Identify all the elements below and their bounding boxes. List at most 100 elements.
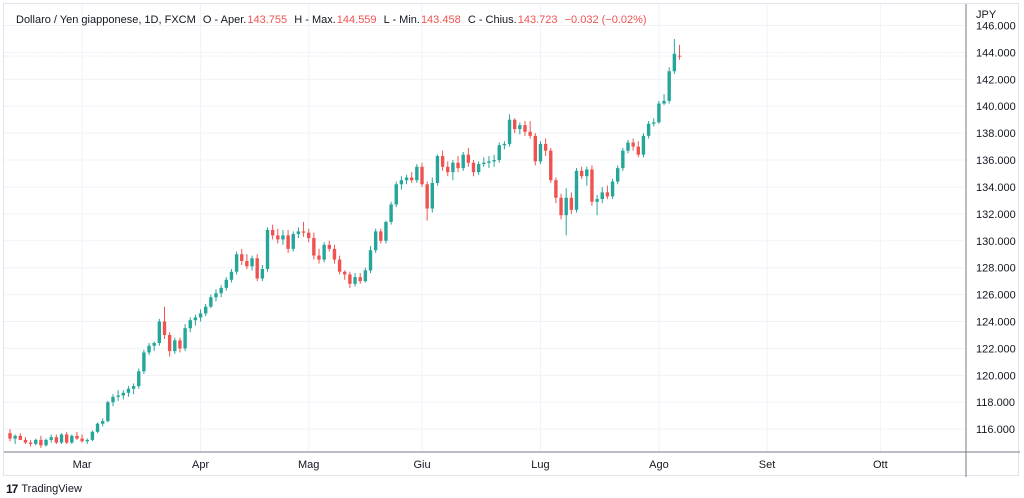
candle-body-up: [667, 71, 671, 101]
candle-body-up: [322, 244, 326, 260]
candle-body-up: [142, 352, 146, 372]
x-tick-label: Ott: [873, 459, 888, 471]
y-tick-label: 130.000: [976, 236, 1016, 248]
candle-body-down: [167, 334, 172, 352]
candle-body-down: [8, 433, 12, 439]
candle-body-down: [410, 177, 414, 181]
tradingview-logo-icon[interactable]: 17: [6, 482, 18, 496]
candle-body-down: [162, 321, 167, 335]
candle-body-up: [173, 340, 177, 352]
candle-body-down: [513, 119, 517, 130]
candle-body-up: [106, 402, 110, 422]
candle-body-up: [116, 395, 120, 397]
candle-body-down: [358, 277, 362, 282]
chart-frame[interactable]: 116.000 118.000 120.000 122.000 124.000 126.0…: [3, 3, 1020, 477]
candle-body-up: [368, 250, 373, 271]
candle-body-up: [435, 156, 440, 183]
candle-body-down: [379, 231, 383, 241]
candle-body-down: [523, 125, 527, 132]
candle-body-up: [389, 204, 393, 222]
candle-body-down: [569, 197, 574, 210]
x-tick-label: Mag: [298, 459, 319, 471]
y-tick-label: 128.000: [976, 263, 1016, 275]
candle-body-up: [657, 103, 661, 123]
candle-body-down: [456, 162, 460, 169]
candle-body-down: [301, 231, 306, 233]
candle-body-down: [677, 55, 682, 57]
candle-body-down: [23, 439, 28, 443]
candle-body-up: [585, 169, 589, 177]
candle-body-down: [446, 166, 450, 173]
candle-body-up: [384, 221, 388, 241]
legend-close-value: 143.723: [517, 14, 558, 26]
candle-body-up: [415, 166, 419, 181]
legend-high-value: 144.559: [336, 14, 377, 26]
x-tick-label: Lug: [531, 459, 549, 471]
legend-low-label: L - Min.: [383, 14, 420, 26]
candle-body-up: [188, 320, 192, 329]
tradingview-brand[interactable]: TradingView: [21, 483, 82, 495]
candle-body-down: [64, 434, 69, 443]
candle-body-up: [430, 182, 434, 209]
y-tick-label: 138.000: [976, 128, 1016, 140]
candle-body-up: [121, 392, 125, 396]
candle-body-up: [574, 170, 579, 210]
candle-body-down: [312, 238, 316, 256]
y-tick-label: 134.000: [976, 182, 1016, 194]
legend-open-value: 143.755: [247, 14, 288, 26]
candle-body-up: [600, 192, 604, 200]
candle-body-up: [204, 306, 208, 314]
candle-body-down: [636, 146, 640, 155]
x-tick-label: Apr: [192, 459, 209, 471]
candle-body-up: [497, 145, 501, 161]
candle-body-down: [337, 259, 342, 272]
candle-body-down: [270, 230, 275, 236]
candle-body-up: [451, 162, 455, 173]
candle-body-down: [54, 437, 59, 443]
candle-body-down: [28, 442, 33, 444]
candle-body-up: [394, 184, 398, 205]
candle-body-down: [590, 169, 594, 202]
candle-body-up: [281, 235, 285, 240]
candle-body-up: [492, 160, 496, 162]
candle-body-down: [559, 197, 563, 216]
candle-body-up: [564, 197, 568, 216]
candle-body-up: [610, 181, 615, 197]
candle-body-up: [44, 439, 48, 446]
candle-body-up: [621, 150, 625, 169]
candle-body-up: [250, 258, 254, 267]
candle-body-up: [147, 345, 151, 353]
candle-body-up: [353, 277, 357, 284]
x-tick-label: Giu: [413, 459, 430, 471]
candle-body-up: [90, 431, 95, 440]
candle-body-down: [18, 435, 22, 440]
candle-body-down: [420, 166, 424, 185]
candle-body-up: [641, 135, 646, 155]
y-tick-label: 120.000: [976, 370, 1016, 382]
x-tick-label: Mar: [73, 459, 92, 471]
candle-body-down: [245, 260, 249, 267]
legend-low-value: 143.458: [420, 14, 461, 26]
candle-body-up: [404, 177, 409, 181]
y-tick-label: 118.000: [976, 397, 1015, 409]
legend: Dollaro / Yen giapponese, 1D, FXCM O - A…: [16, 14, 648, 26]
candle-body-up: [476, 164, 481, 173]
price-chart[interactable]: 116.000 118.000 120.000 122.000 124.000 126.0…: [4, 4, 1020, 477]
currency-label: JPY: [976, 9, 997, 21]
candle-body-up: [183, 328, 187, 349]
candle-body-up: [461, 154, 465, 169]
legend-high-label: H - Max.: [294, 14, 336, 26]
candle-body-down: [75, 435, 79, 439]
legend-change: −0.032 (−0.02%): [564, 14, 647, 26]
candle-body-up: [209, 297, 213, 307]
x-tick-label: Ago: [649, 459, 669, 471]
candle-body-up: [219, 287, 223, 294]
candle-body-up: [214, 293, 218, 298]
y-tick-label: 136.000: [976, 155, 1016, 167]
legend-symbol: Dollaro / Yen giapponese, 1D, FXCM: [16, 14, 196, 26]
legend-close-label: C - Chius.: [467, 14, 517, 26]
candle-body-down: [579, 170, 584, 177]
candle-body-up: [34, 439, 38, 444]
y-tick-label: 132.000: [976, 209, 1016, 221]
y-tick-label: 116.000: [976, 424, 1015, 436]
